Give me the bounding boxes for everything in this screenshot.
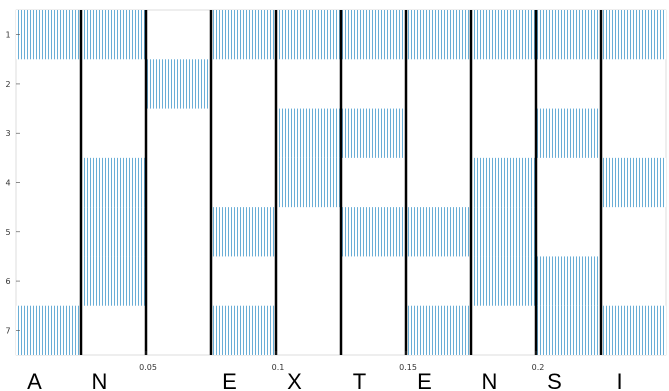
cell-col2-row1: [81, 10, 146, 60]
cell-col7-row7: [406, 305, 471, 355]
y-tick-layer: 1 2 3 4 5 6 7: [5, 31, 20, 335]
cell-col4-row7: [211, 305, 276, 355]
column-letter: X: [287, 369, 302, 391]
x-tick-layer: 0.05 0.1 0.15 0.2: [139, 351, 544, 372]
cell-col5-row3: [276, 108, 341, 158]
cell-col10-row1: [601, 10, 666, 60]
cell-col9-row7: [536, 305, 601, 355]
cell-col6-row3: [341, 108, 406, 158]
cell-col10-row7: [601, 305, 666, 355]
column-letter: N: [482, 369, 498, 391]
x-tick-label: 0.15: [399, 363, 417, 372]
cell-layer: [16, 10, 666, 355]
column-letter: A: [27, 369, 42, 391]
cell-col9-row3: [536, 108, 601, 158]
cell-col4-row1: [211, 10, 276, 60]
y-tick-label: 4: [5, 179, 10, 188]
cell-col9-row6: [536, 256, 601, 306]
cell-col9-row1: [536, 10, 601, 60]
cell-col7-row5: [406, 207, 471, 257]
y-tick-label: 3: [5, 129, 10, 138]
x-tick-label: 0.05: [139, 363, 157, 372]
column-letter: S: [547, 369, 562, 391]
column-letter: T: [353, 369, 366, 391]
cell-col5-row4: [276, 157, 341, 208]
separator-layer: [79, 10, 603, 355]
column-letter: N: [92, 369, 108, 391]
cell-col8-row5: [471, 207, 536, 257]
cell-col4-row5: [211, 207, 276, 257]
column-letter: I: [616, 369, 622, 391]
column-letter: E: [417, 369, 432, 391]
cell-col10-row4: [601, 157, 666, 208]
cell-col7-row1: [406, 10, 471, 60]
x-tick-label: 0.2: [532, 363, 545, 372]
y-tick-label: 5: [5, 228, 10, 237]
cell-col2-row5: [81, 207, 146, 257]
column-letter: E: [222, 369, 237, 391]
y-tick-label: 7: [5, 326, 10, 335]
cell-col8-row4: [471, 157, 536, 208]
cell-col6-row1: [341, 10, 406, 60]
cell-col8-row6: [471, 256, 536, 306]
cell-col2-row4: [81, 157, 146, 208]
cell-col1-row1: [16, 10, 81, 60]
y-tick-label: 6: [5, 277, 10, 286]
cell-col2-row6: [81, 256, 146, 306]
cell-col6-row5: [341, 207, 406, 257]
cell-col3-row2: [146, 59, 211, 109]
cell-col5-row1: [276, 10, 341, 60]
cell-col8-row1: [471, 10, 536, 60]
y-tick-label: 1: [5, 31, 10, 40]
x-tick-label: 0.1: [272, 363, 285, 372]
cell-col1-row7: [16, 305, 81, 355]
y-tick-label: 2: [5, 80, 10, 89]
